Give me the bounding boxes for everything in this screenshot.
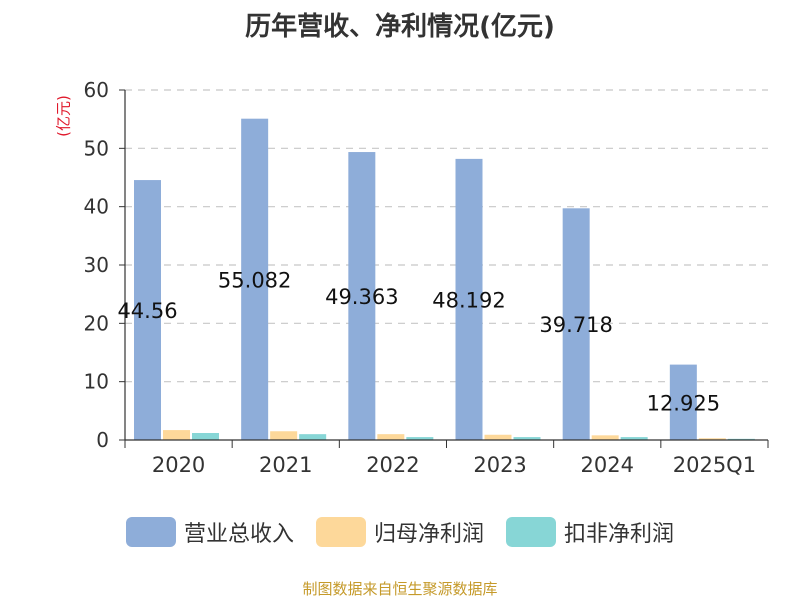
x-tick-label: 2022 — [366, 453, 419, 477]
legend: 营业总收入 归母净利润 扣非净利润 — [0, 516, 800, 548]
bar-revenue-2020[interactable] — [134, 180, 161, 441]
y-tick-label: 60 — [84, 78, 109, 102]
legend-label-net-profit: 归母净利润 — [373, 522, 484, 547]
legend-swatch-revenue — [125, 517, 176, 547]
legend-swatch-deducted-profit — [506, 517, 556, 547]
bar-net-profit-2020[interactable] — [163, 430, 190, 440]
bar-deducted-profit-2022[interactable] — [406, 437, 434, 440]
bar-revenue-2025Q1[interactable] — [669, 364, 697, 440]
x-tick-label: 2024 — [581, 453, 634, 477]
bar-deducted-profit-2024[interactable] — [620, 437, 648, 440]
x-tick-label: 2025Q1 — [673, 453, 756, 477]
y-tick-label: 10 — [84, 370, 109, 394]
bar-net-profit-2024[interactable] — [591, 435, 619, 440]
data-label-revenue-2023: 48.192 — [432, 288, 505, 312]
x-tick-label: 2023 — [473, 453, 526, 477]
legend-item-deducted-profit[interactable]: 扣非净利润 — [506, 516, 674, 548]
data-label-revenue-2022: 49.363 — [325, 285, 398, 309]
y-tick-label: 40 — [84, 195, 109, 219]
bar-revenue-2021[interactable] — [241, 118, 269, 441]
y-tick-label: 50 — [84, 136, 109, 160]
bar-net-profit-2025Q1[interactable] — [698, 438, 726, 440]
y-tick-label: 20 — [84, 311, 109, 335]
data-label-revenue-2025Q1: 12.925 — [647, 391, 720, 415]
data-label-revenue-2021: 55.082 — [218, 268, 291, 292]
bar-net-profit-2021[interactable] — [270, 431, 298, 440]
legend-swatch-net-profit — [315, 517, 366, 547]
bar-deducted-profit-2020[interactable] — [192, 433, 219, 440]
x-tick-label: 2020 — [152, 453, 205, 477]
legend-item-net-profit[interactable]: 归母净利润 — [315, 516, 484, 548]
bar-revenue-2024[interactable] — [562, 208, 590, 440]
legend-item-revenue[interactable]: 营业总收入 — [125, 516, 294, 548]
data-label-revenue-2020: 44.56 — [117, 299, 177, 323]
legend-label-revenue: 营业总收入 — [183, 522, 294, 547]
chart-title: 历年营收、净利情况(亿元) — [245, 12, 555, 42]
bar-net-profit-2023[interactable] — [484, 434, 512, 440]
bar-deducted-profit-2023[interactable] — [513, 437, 541, 440]
y-tick-label: 30 — [84, 253, 109, 277]
legend-label-deducted-profit: 扣非净利润 — [564, 522, 675, 547]
bar-revenue-2023[interactable] — [455, 158, 483, 440]
bar-net-profit-2022[interactable] — [377, 434, 405, 440]
source-footer: 制图数据来自恒生聚源数据库 — [302, 580, 498, 598]
bar-deducted-profit-2021[interactable] — [299, 434, 327, 440]
y-tick-label: 0 — [96, 428, 109, 452]
bar-revenue-2022[interactable] — [348, 152, 376, 440]
x-tick-label: 2021 — [259, 453, 312, 477]
data-label-revenue-2024: 39.718 — [539, 313, 612, 337]
